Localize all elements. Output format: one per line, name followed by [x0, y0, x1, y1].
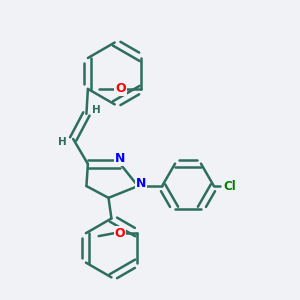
Text: H: H [92, 104, 101, 115]
Text: Cl: Cl [224, 180, 236, 193]
Text: H: H [58, 137, 67, 147]
Text: O: O [115, 227, 125, 240]
Text: O: O [115, 82, 126, 95]
Text: N: N [136, 177, 146, 190]
Text: N: N [115, 152, 125, 165]
